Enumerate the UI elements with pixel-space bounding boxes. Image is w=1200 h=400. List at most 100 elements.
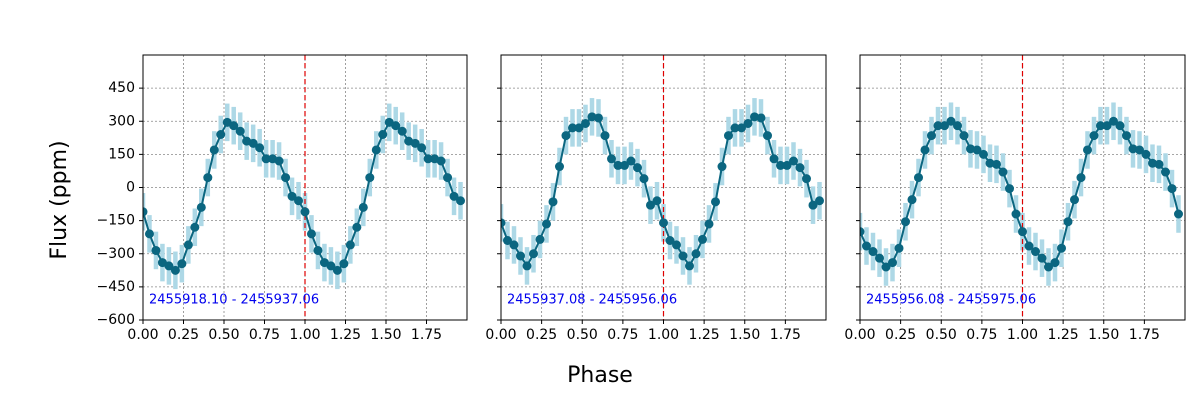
data-point: [345, 240, 355, 250]
data-point: [743, 118, 753, 128]
data-point: [1174, 209, 1183, 219]
data-point: [868, 247, 878, 257]
data-point: [371, 145, 381, 155]
data-point: [581, 118, 590, 128]
data-point: [691, 249, 701, 259]
data-point: [711, 197, 720, 207]
data-point: [1024, 241, 1034, 251]
data-point: [1037, 253, 1047, 263]
data-point: [358, 202, 368, 212]
x-tick-label: 1.25: [330, 327, 361, 343]
x-tick-label: 0.00: [844, 327, 875, 343]
data-point: [704, 219, 714, 229]
x-tick-label: 1.50: [729, 327, 760, 343]
data-point: [802, 174, 811, 184]
annotation: 2455937.08 - 2455956.06: [507, 293, 677, 308]
data-point: [992, 159, 1001, 169]
data-point: [659, 218, 668, 228]
x-tick-label: 1.00: [648, 327, 679, 343]
data-point: [397, 126, 407, 136]
data-point: [339, 259, 349, 269]
data-point: [203, 173, 213, 183]
data-point: [294, 196, 304, 206]
data-point: [170, 265, 180, 275]
data-point: [1070, 195, 1079, 205]
data-point: [229, 121, 239, 131]
y-tick-label: −600: [97, 312, 135, 328]
data-point: [1089, 131, 1099, 141]
data-point: [875, 253, 884, 263]
data-point: [1161, 167, 1170, 177]
data-point: [287, 191, 297, 201]
data-point: [607, 154, 616, 164]
data-point: [209, 145, 219, 155]
data-point: [306, 229, 316, 239]
data-point: [503, 236, 512, 245]
data-point: [1057, 243, 1066, 253]
data-point: [436, 156, 446, 166]
data-point: [410, 138, 420, 148]
data-point: [516, 251, 525, 261]
plot-area: [501, 55, 824, 320]
data-point: [1044, 262, 1053, 272]
data-point: [808, 200, 818, 210]
data-point: [1115, 121, 1125, 131]
axes-frame: [142, 54, 468, 321]
data-point: [561, 131, 571, 141]
data-point: [177, 259, 187, 269]
data-point: [646, 200, 655, 210]
data-point: [626, 156, 636, 166]
data-point: [255, 143, 265, 153]
x-tick-label: 1.75: [1129, 327, 1160, 343]
x-tick-label: 0.75: [966, 327, 997, 343]
data-point: [789, 156, 798, 166]
data-point: [542, 219, 551, 229]
data-point: [196, 202, 206, 212]
data-point: [652, 196, 662, 206]
data-point: [678, 251, 688, 261]
y-tick-label: 0: [126, 180, 135, 196]
data-point: [600, 131, 610, 141]
data-point: [248, 138, 258, 148]
data-point: [1096, 121, 1105, 131]
data-point: [216, 130, 226, 139]
data-point: [548, 197, 558, 207]
y-tick-label: 150: [108, 146, 135, 162]
data-point: [443, 173, 453, 183]
data-line: [501, 115, 821, 268]
data-point: [261, 154, 271, 164]
data-point: [143, 207, 148, 217]
data-point: [620, 160, 629, 170]
data-point: [555, 162, 564, 172]
data-point: [927, 131, 936, 141]
data-point: [698, 234, 707, 244]
x-tick-label: 0.00: [127, 327, 158, 343]
data-point: [860, 227, 865, 237]
data-point: [1154, 159, 1164, 169]
x-tick-label: 1.00: [289, 327, 320, 343]
data-point: [1011, 209, 1021, 219]
data-point: [1109, 116, 1118, 126]
plot-area: [143, 55, 466, 320]
axes-frame: [859, 54, 1186, 321]
data-point: [1083, 145, 1092, 155]
data-point: [769, 154, 779, 164]
x-tick-label: 0.75: [249, 327, 280, 343]
x-tick-label: 1.00: [1007, 327, 1038, 343]
x-tick-label: 0.25: [885, 327, 916, 343]
plot-area: [860, 55, 1183, 320]
data-point: [953, 121, 962, 131]
data-point: [151, 245, 161, 255]
data-point: [907, 195, 917, 205]
data-point: [594, 113, 603, 123]
data-point: [365, 173, 375, 183]
data-point: [894, 243, 904, 253]
data-point: [756, 113, 766, 123]
data-point: [979, 149, 988, 159]
x-tick-label: 0.00: [485, 327, 516, 343]
data-point: [717, 162, 727, 172]
data-point: [1005, 184, 1014, 194]
data-point: [1135, 145, 1144, 155]
data-point: [881, 262, 891, 272]
x-tick-label: 1.25: [689, 327, 720, 343]
